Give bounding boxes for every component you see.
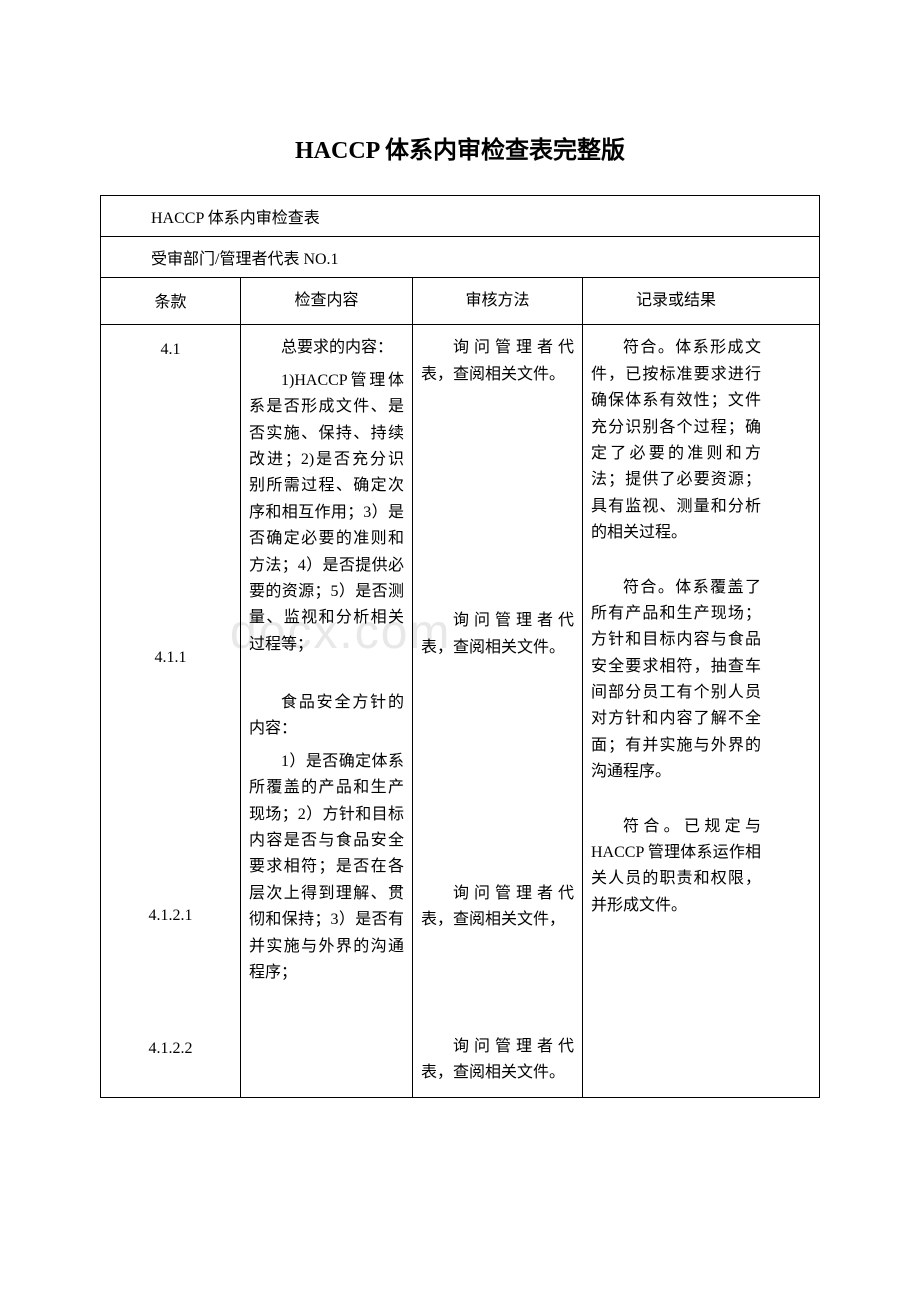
column-header-result: 记录或结果 [583,278,769,324]
result-column: 符合。体系形成文件，已按标准要求进行确保体系有效性；文件充分识别各个过程；确定了… [583,325,769,1096]
method-column: 询问管理者代表，查阅相关文件。 询问管理者代表，查阅相关文件。 询问管理者代表，… [413,325,583,1096]
method-item: 询问管理者代表，查阅相关文件。 [421,335,574,388]
table-body-row: 4.1 4.1.1 4.1.2.1 4.1.2.2 总要求的内容： 1)HACC… [101,325,819,1096]
clause-item: 4.1.2.1 [116,907,225,925]
audit-table: HACCP 体系内审检查表 受审部门/管理者代表 NO.1 条款 检查内容 审核… [100,195,820,1098]
column-header-content: 检查内容 [241,278,413,324]
page-title: HACCP 体系内审检查表完整版 [100,130,820,165]
table-columns-header: 条款 检查内容 审核方法 记录或结果 [101,278,819,325]
method-item: 询问管理者代表，查阅相关文件。 [421,608,574,661]
content-block: 食品安全方针的内容： 1）是否确定体系所覆盖的产品和生产现场；2）方针和目标内容… [249,690,404,986]
table-subtitle-row: 受审部门/管理者代表 NO.1 [101,237,819,278]
content-intro: 总要求的内容： [249,335,404,361]
content-intro: 食品安全方针的内容： [249,690,404,743]
content-block: 总要求的内容： 1)HACCP管理体系是否形成文件、是否实施、保持、持续改进；2… [249,335,404,658]
clause-column: 4.1 4.1.1 4.1.2.1 4.1.2.2 [101,325,241,1096]
content-items: 1）是否确定体系所覆盖的产品和生产现场；2）方针和目标内容是否与食品安全要求相符… [249,749,404,987]
clause-item: 4.1.2.2 [116,1040,225,1058]
result-item: 符合。体系覆盖了所有产品和生产现场；方针和目标内容与食品安全要求相符，抽查车间部… [591,575,761,786]
method-item: 询问管理者代表，查阅相关文件， [421,881,574,934]
clause-item: 4.1.1 [116,649,225,667]
method-item: 询问管理者代表，查阅相关文件。 [421,1034,574,1087]
result-item: 符合。已规定与 HACCP 管理体系运作相关人员的职责和权限，并形成文件。 [591,814,761,920]
clause-item: 4.1 [116,341,225,359]
content-items: 1)HACCP管理体系是否形成文件、是否实施、保持、持续改进；2)是否充分识别所… [249,368,404,658]
column-header-method: 审核方法 [413,278,583,324]
result-item: 符合。体系形成文件，已按标准要求进行确保体系有效性；文件充分识别各个过程；确定了… [591,335,761,546]
table-title-row: HACCP 体系内审检查表 [101,196,819,237]
content-column: 总要求的内容： 1)HACCP管理体系是否形成文件、是否实施、保持、持续改进；2… [241,325,413,1096]
column-header-clause: 条款 [101,278,241,324]
